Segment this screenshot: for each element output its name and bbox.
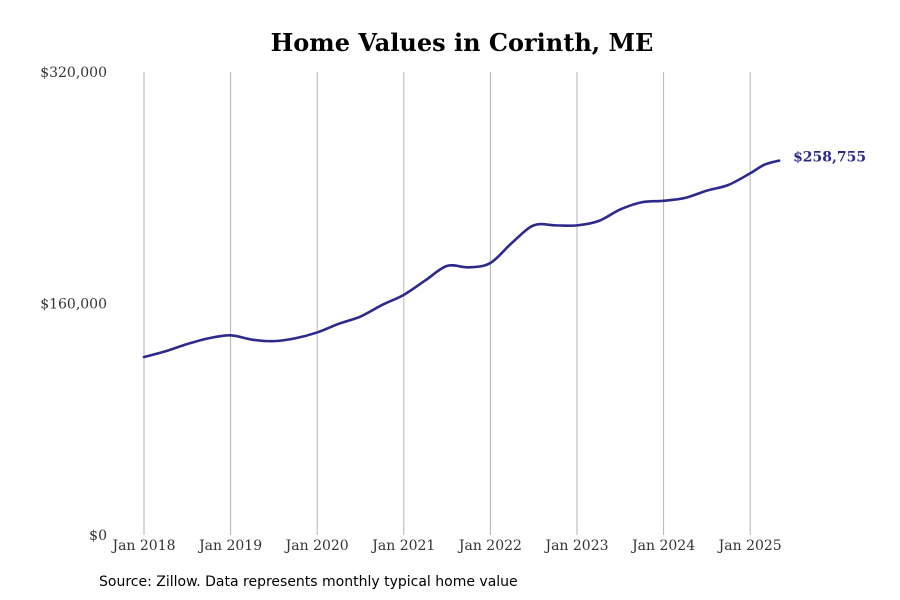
y-axis-ticks: $0 $160,000 $320,000 bbox=[40, 65, 107, 544]
x-axis-ticks: Jan 2018 Jan 2019 Jan 2020 Jan 2021 Jan 2022… bbox=[110, 538, 781, 554]
x-tick-label: Jan 2022 bbox=[457, 538, 522, 554]
series-lines bbox=[142, 159, 781, 359]
data-labels: $258,755 bbox=[793, 150, 866, 166]
y-tick-label: $0 bbox=[89, 528, 107, 544]
end-value-label: $258,755 bbox=[793, 150, 866, 166]
chart-title: Home Values in Corinth, ME bbox=[270, 28, 654, 57]
x-tick-label: Jan 2018 bbox=[110, 538, 175, 554]
y-tick-label: $320,000 bbox=[40, 65, 107, 81]
x-tick-label: Jan 2024 bbox=[630, 538, 695, 554]
x-tick-label: Jan 2020 bbox=[284, 538, 349, 554]
series-line bbox=[142, 159, 781, 359]
y-tick-label: $160,000 bbox=[40, 297, 107, 313]
source-note: Source: Zillow. Data represents monthly … bbox=[99, 574, 518, 590]
x-tick-label: Jan 2021 bbox=[370, 538, 435, 554]
gridlines bbox=[143, 72, 751, 535]
x-tick-label: Jan 2025 bbox=[717, 538, 782, 554]
x-tick-label: Jan 2023 bbox=[543, 538, 608, 554]
x-tick-label: Jan 2019 bbox=[197, 538, 262, 554]
